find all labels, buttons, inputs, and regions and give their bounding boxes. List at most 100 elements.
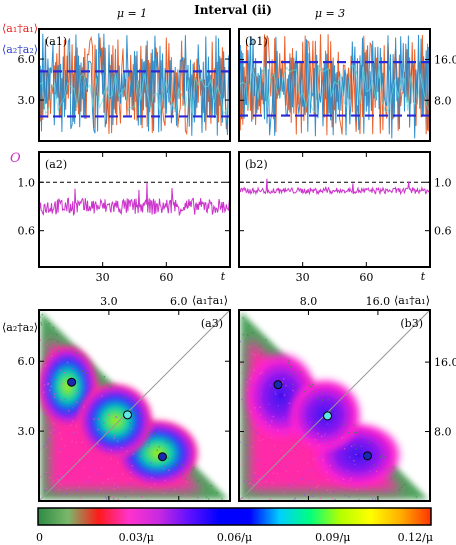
b1-ytick-label: 8.0 (434, 94, 452, 107)
a3-fixed-point-2 (157, 452, 167, 462)
b2-panel-label: (b2) (245, 158, 268, 171)
b3-speckle (260, 352, 262, 355)
a3-speckle (49, 356, 51, 359)
a3-speckle (43, 445, 45, 448)
colorbar-tick-label: 0.09/μ (315, 531, 350, 544)
b3-speckle (247, 334, 249, 337)
b3-speckle (277, 404, 280, 407)
b3-speckle (363, 485, 365, 488)
a3-speckle (78, 409, 81, 412)
a3-speckle (124, 396, 126, 398)
a3-speckle (117, 486, 119, 488)
b2-plot-area (239, 178, 430, 196)
b3-speckle (348, 496, 350, 498)
b3-speckle (272, 476, 275, 479)
b3-speckle (258, 439, 261, 442)
a3-speckle (46, 446, 48, 448)
a3-speckle (168, 490, 170, 492)
b3-speckle (293, 499, 295, 501)
b3-speckle (276, 472, 278, 475)
b3-speckle (327, 423, 329, 425)
a3-speckle (138, 459, 140, 462)
b3-speckle (285, 384, 287, 387)
b3-speckle (356, 488, 358, 491)
a3-speckle (64, 445, 66, 447)
b3-speckle (273, 445, 276, 447)
b3-speckle (309, 421, 311, 424)
a3-speckle (187, 496, 189, 498)
colorbar-tick-label: 0 (36, 531, 43, 544)
a3-diagonal (39, 310, 230, 501)
b3-speckle (324, 434, 326, 436)
panel-b1: (b1) 8.0 16.0 (238, 28, 456, 142)
b1-frame (238, 28, 431, 142)
a3-speckle (154, 478, 156, 480)
a3-speckle (87, 443, 89, 446)
a3-speckle (52, 338, 54, 340)
a3-speckle (64, 398, 66, 400)
a3-speckle (150, 462, 152, 464)
b3-speckle (248, 345, 251, 348)
b3-speckle (317, 484, 319, 487)
b3-speckle (305, 397, 307, 399)
a3-speckle (197, 496, 199, 499)
b3-speckle (292, 389, 294, 392)
a2-ytick-label: 1.0 (18, 176, 36, 189)
b3-speckle (344, 494, 347, 497)
b3-frame (238, 309, 431, 502)
a3-speckle (61, 438, 63, 440)
b3-speckle (271, 420, 273, 422)
b3-speckle (241, 463, 243, 465)
a3-speckle (168, 469, 170, 471)
a3-speckle (40, 322, 42, 324)
a3-speckle (67, 450, 69, 452)
a3-speckle (57, 478, 59, 481)
b3-speckle (312, 444, 314, 446)
b3-speckle (242, 333, 244, 336)
a3-speckle (44, 365, 47, 367)
a3-speckle (205, 496, 208, 498)
b3-speckle (321, 439, 324, 442)
b3-speckle (245, 474, 247, 476)
a2-ticks: 0.6 1.0 30 60 (18, 152, 230, 284)
b3-speckle (263, 374, 265, 377)
b3-speckle (288, 423, 290, 426)
a3-speckle (48, 322, 50, 325)
a3-speckle (132, 495, 134, 497)
a3-speckle (63, 372, 66, 374)
a3-speckle (162, 492, 164, 494)
a3-speckle (101, 467, 103, 469)
b1-series-1 (239, 34, 430, 139)
a3-speckle (53, 396, 56, 398)
b3-speckle (358, 499, 360, 501)
b3-speckle (301, 478, 304, 480)
a3-speckle (39, 316, 41, 318)
b3-speckle (248, 325, 250, 327)
b3-speckle (285, 470, 288, 472)
b3-speckle (244, 354, 246, 356)
b3-speckle (278, 469, 281, 471)
a3-speckle (101, 395, 103, 398)
a3-fixed-point-0 (67, 377, 77, 387)
b3-speckle (309, 488, 311, 490)
b3-speckle (375, 470, 378, 473)
b3-speckle (297, 389, 299, 391)
b3-speckle (294, 371, 296, 373)
a3-speckle (141, 495, 143, 498)
a3-speckle (45, 421, 48, 423)
a3-speckle (139, 413, 141, 415)
b3-speckle (292, 486, 295, 489)
b3-speckle (349, 479, 351, 481)
a3-speckle (40, 324, 43, 326)
b3-speckle (306, 462, 309, 464)
a3-speckle (114, 483, 116, 485)
panel-a2: (a2) O t 0.6 1.0 30 60 (10, 151, 231, 284)
b3-speckle (274, 391, 276, 393)
b3-speckle (286, 433, 288, 435)
a3-speckle (193, 466, 195, 469)
a3-speckle (103, 422, 105, 424)
a3-speckle (42, 391, 45, 393)
colorbar-tick-label: 0.03/μ (119, 531, 154, 544)
a3-speckle (139, 455, 141, 457)
